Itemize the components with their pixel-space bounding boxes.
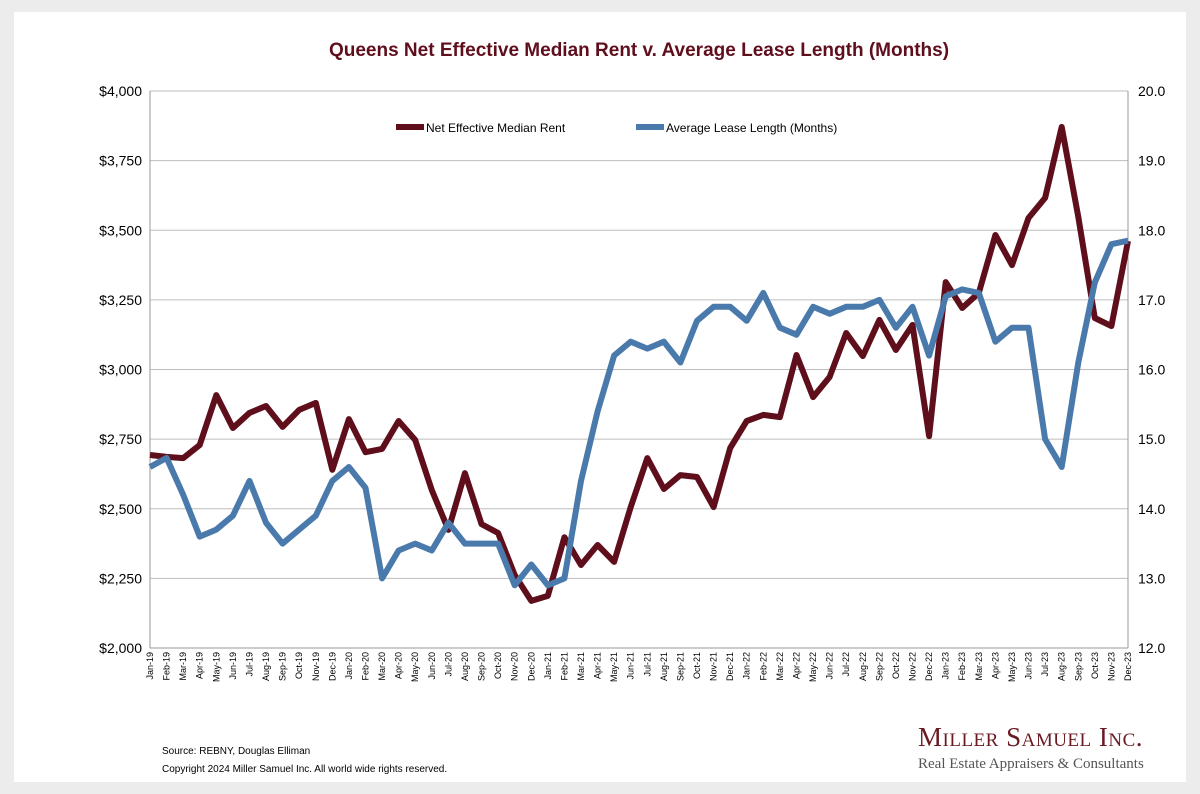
y-right-tick-label: 13.0: [1138, 570, 1165, 586]
logo-name: Miller Samuel Inc.: [918, 722, 1144, 752]
y-left-tick-label: $2,250: [99, 570, 142, 586]
x-tick-label: Jul-20: [443, 652, 453, 677]
x-tick-label: Aug-21: [659, 652, 669, 681]
x-tick-label: Dec-22: [924, 652, 934, 681]
x-tick-label: Jun-22: [825, 652, 835, 680]
x-tick-label: Apr-21: [593, 652, 603, 679]
x-tick-label: Sep-20: [477, 652, 487, 681]
x-tick-label: Jan-22: [742, 652, 752, 680]
y-left-tick-label: $3,500: [99, 222, 142, 238]
chart-title: Queens Net Effective Median Rent v. Aver…: [329, 40, 949, 61]
x-tick-label: Jun-19: [228, 652, 238, 680]
legend-rent: Net Effective Median Rent: [396, 121, 566, 135]
x-tick-label: Jul-19: [244, 652, 254, 677]
x-tick-label: Jul-23: [1040, 652, 1050, 677]
x-tick-label: Aug-20: [460, 652, 470, 681]
x-tick-label: Feb-21: [559, 652, 569, 681]
line-chart: Queens Net Effective Median Rent v. Aver…: [99, 40, 1165, 682]
y-right-tick-label: 16.0: [1138, 362, 1165, 378]
legend-lease-length: Average Lease Length (Months): [636, 121, 837, 135]
y-right-tick-label: 17.0: [1138, 292, 1165, 308]
x-tick-label: Sep-22: [874, 652, 884, 681]
x-tick-label: May-22: [808, 652, 818, 682]
x-tick-label: Jun-20: [427, 652, 437, 680]
y-left-tick-label: $3,250: [99, 292, 142, 308]
x-tick-label: Nov-22: [908, 652, 918, 681]
x-tick-label: Jan-21: [543, 652, 553, 680]
y-right-tick-label: 12.0: [1138, 640, 1165, 656]
y-right-tick-label: 20.0: [1138, 83, 1165, 99]
x-tick-label: Apr-19: [195, 652, 205, 679]
x-tick-label: Apr-23: [990, 652, 1000, 679]
logo-tagline: Real Estate Appraisers & Consultants: [918, 756, 1144, 772]
x-tick-label: Mar-20: [377, 652, 387, 681]
legend-label: Net Effective Median Rent: [426, 121, 566, 135]
x-tick-label: Dec-20: [526, 652, 536, 681]
x-tick-label: Mar-19: [178, 652, 188, 681]
x-tick-label: Aug-23: [1057, 652, 1067, 681]
series-line-lease-length: [148, 237, 1129, 589]
x-tick-label: Oct-20: [493, 652, 503, 679]
x-tick-label: May-19: [211, 652, 221, 682]
series-line-rent: [149, 123, 1131, 604]
x-tick-label: Feb-19: [162, 652, 172, 681]
x-tick-label: Oct-22: [891, 652, 901, 679]
x-tick-label: Jan-20: [344, 652, 354, 680]
x-tick-label: Mar-23: [974, 652, 984, 681]
y-left-tick-label: $3,000: [99, 362, 142, 378]
x-tick-label: Oct-23: [1090, 652, 1100, 679]
x-tick-label: Oct-19: [294, 652, 304, 679]
x-tick-label: Nov-21: [709, 652, 719, 681]
x-tick-label: Mar-21: [576, 652, 586, 681]
x-tick-label: Jan-19: [145, 652, 155, 680]
x-tick-label: Apr-22: [791, 652, 801, 679]
x-tick-label: Feb-20: [360, 652, 370, 681]
copyright-note: Copyright 2024 Miller Samuel Inc. All wo…: [162, 764, 448, 775]
x-tick-label: Jun-23: [1024, 652, 1034, 680]
chart-card: Queens Net Effective Median Rent v. Aver…: [14, 12, 1186, 782]
x-tick-label: Sep-21: [675, 652, 685, 681]
x-tick-label: Feb-23: [957, 652, 967, 681]
x-tick-label: Sep-19: [278, 652, 288, 681]
x-tick-label: Aug-22: [858, 652, 868, 681]
x-tick-label: Aug-19: [261, 652, 271, 681]
x-tick-label: Sep-23: [1073, 652, 1083, 681]
y-right-tick-label: 19.0: [1138, 153, 1165, 169]
x-tick-label: Dec-23: [1123, 652, 1133, 681]
x-tick-label: Jun-21: [626, 652, 636, 680]
x-tick-label: May-20: [410, 652, 420, 682]
x-tick-label: Dec-19: [327, 652, 337, 681]
y-left-tick-label: $2,750: [99, 431, 142, 447]
y-left-tick-label: $2,000: [99, 640, 142, 656]
x-tick-label: Nov-23: [1106, 652, 1116, 681]
x-tick-label: Feb-22: [758, 652, 768, 681]
x-tick-label: Oct-21: [692, 652, 702, 679]
y-left-tick-label: $4,000: [99, 83, 142, 99]
x-tick-label: May-21: [609, 652, 619, 682]
y-left-tick-label: $3,750: [99, 153, 142, 169]
x-tick-label: Jan-23: [941, 652, 951, 680]
y-right-tick-label: 14.0: [1138, 501, 1165, 517]
y-right-tick-label: 15.0: [1138, 431, 1165, 447]
legend-label: Average Lease Length (Months): [666, 121, 837, 135]
y-left-tick-label: $2,500: [99, 501, 142, 517]
x-tick-label: Jul-22: [841, 652, 851, 677]
x-tick-label: Nov-19: [311, 652, 321, 681]
x-tick-label: May-23: [1007, 652, 1017, 682]
x-tick-label: Jul-21: [642, 652, 652, 677]
x-tick-label: Nov-20: [510, 652, 520, 681]
x-tick-label: Mar-22: [775, 652, 785, 681]
x-tick-label: Apr-20: [394, 652, 404, 679]
x-tick-label: Dec-21: [725, 652, 735, 681]
source-note: Source: REBNY, Douglas Elliman: [162, 746, 311, 757]
y-right-tick-label: 18.0: [1138, 222, 1165, 238]
